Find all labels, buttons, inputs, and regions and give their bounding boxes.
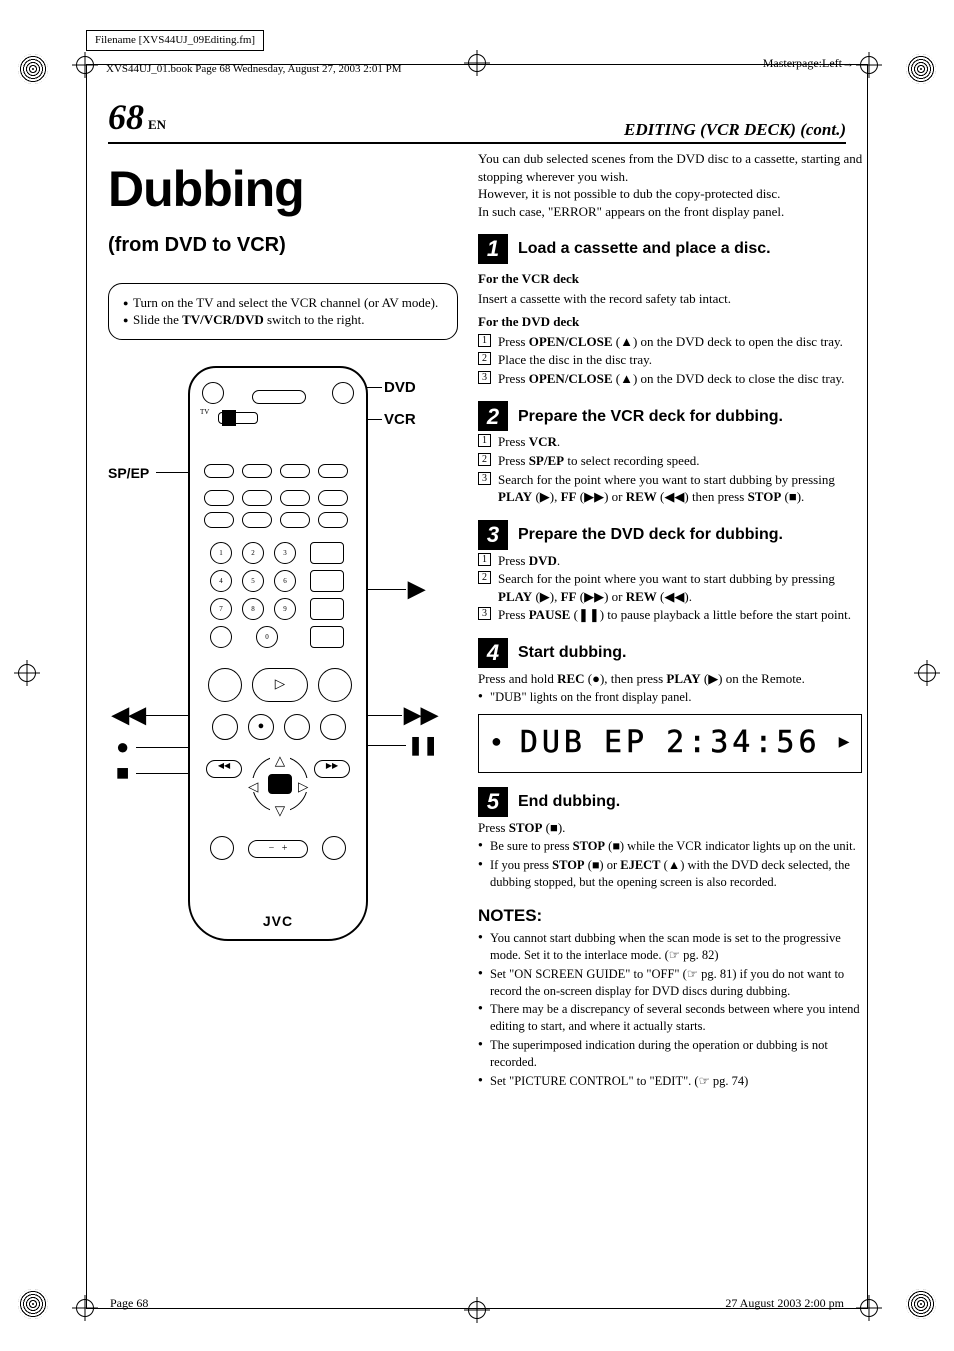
- footer-date: 27 August 2003 2:00 pm: [725, 1295, 844, 1311]
- remote-illustration: SP/EP ◀◀ ● ■ DVD VCR: [108, 366, 458, 966]
- display-seg: EP: [604, 723, 648, 764]
- reg-mark-tl: [18, 54, 48, 84]
- step-heading: 2 Prepare the VCR deck for dubbing.: [478, 401, 862, 431]
- lead-text: You can dub selected scenes from the DVD…: [478, 150, 862, 220]
- right-column: You can dub selected scenes from the DVD…: [478, 150, 862, 1090]
- callout-play: ▶: [408, 578, 425, 600]
- note-item: Set "PICTURE CONTROL" to "EDIT". (☞ pg. …: [478, 1073, 862, 1090]
- step-heading: 1 Load a cassette and place a disc.: [478, 234, 862, 264]
- crosshair-right: [914, 660, 940, 686]
- footer-page: Page 68: [110, 1295, 148, 1311]
- callout-vcr: VCR: [384, 410, 416, 430]
- callout-spep: SP/EP: [108, 464, 149, 483]
- numbered-item: 2Place the disc in the disc tray.: [478, 351, 862, 369]
- note-item: You cannot start dubbing when the scan m…: [478, 930, 862, 964]
- display-play-icon: ▶: [839, 731, 850, 755]
- step-number: 2: [478, 401, 508, 431]
- crosshair-left: [14, 660, 40, 686]
- display-seg: 2:34:56: [666, 723, 820, 764]
- bullet-item: If you press STOP (■) or EJECT (▲) with …: [478, 857, 862, 891]
- bullet-item: Be sure to press STOP (■) while the VCR …: [478, 838, 862, 855]
- step-title: Prepare the VCR deck for dubbing.: [518, 406, 783, 428]
- remote-body: TV: [188, 366, 368, 941]
- frame-line: [867, 64, 868, 1309]
- step-title: End dubbing.: [518, 791, 620, 813]
- front-display: ● DUB EP 2:34:56 ▶: [478, 714, 862, 773]
- numbered-list: 1Press DVD.2Search for the point where y…: [478, 552, 862, 624]
- crosshair-inner-tr: [856, 52, 882, 78]
- numbered-item: 2Press SP/EP to select recording speed.: [478, 452, 862, 470]
- instruction-text: Insert a cassette with the record safety…: [478, 290, 862, 308]
- step-title: Prepare the DVD deck for dubbing.: [518, 524, 783, 546]
- callout-pause: ❚❚: [408, 736, 438, 754]
- numbered-list: 1Press VCR.2Press SP/EP to select record…: [478, 433, 862, 505]
- page-area: 68EN EDITING (VCR DECK) (cont.) Dubbing …: [108, 118, 846, 1241]
- step-title: Load a cassette and place a disc.: [518, 238, 771, 260]
- lead-line: However, it is not possible to dub the c…: [478, 185, 862, 203]
- crosshair-inner-tl: [72, 52, 98, 78]
- notes-heading: NOTES:: [478, 905, 862, 928]
- book-meta: XVS44UJ_01.book Page 68 Wednesday, Augus…: [106, 62, 402, 77]
- step-heading: 5 End dubbing.: [478, 787, 862, 817]
- instruction-text: Press STOP (■).: [478, 819, 862, 837]
- left-column: Dubbing (from DVD to VCR) Turn on the TV…: [108, 150, 458, 1090]
- masterpage-label: Masterpage:Left→: [763, 55, 854, 71]
- reg-mark-tr: [906, 54, 936, 84]
- numbered-item: 1Press OPEN/CLOSE (▲) on the DVD deck to…: [478, 333, 862, 351]
- page-subtitle: (from DVD to VCR): [108, 232, 458, 259]
- intro-box: Turn on the TV and select the VCR channe…: [108, 283, 458, 340]
- footer: Page 68 27 August 2003 2:00 pm: [110, 1295, 844, 1311]
- header-rule: 68EN EDITING (VCR DECK) (cont.): [108, 118, 846, 144]
- page-title: Dubbing: [108, 156, 458, 224]
- callout-dvd: DVD: [384, 378, 416, 398]
- frame-line: [86, 64, 87, 1309]
- callout-ff: ▶▶: [404, 704, 438, 726]
- callout-rew: ◀◀: [112, 704, 146, 726]
- section-heading: EDITING (VCR DECK) (cont.): [624, 119, 846, 142]
- numbered-item: 3Press PAUSE (❚❚) to pause playback a li…: [478, 606, 862, 624]
- step-heading: 4 Start dubbing.: [478, 638, 862, 668]
- callout-rec: ●: [116, 736, 129, 758]
- numbered-item: 3Search for the point where you want to …: [478, 471, 862, 506]
- bullet-item: "DUB" lights on the front display panel.: [478, 689, 862, 706]
- lead-line: You can dub selected scenes from the DVD…: [478, 150, 862, 185]
- bullet-list: "DUB" lights on the front display panel.: [478, 689, 862, 706]
- sub-heading: For the VCR deck: [478, 270, 862, 288]
- lead-line: In such case, "ERROR" appears on the fro…: [478, 203, 862, 221]
- note-item: The superimposed indication during the o…: [478, 1037, 862, 1071]
- step-heading: 3 Prepare the DVD deck for dubbing.: [478, 520, 862, 550]
- step-number: 1: [478, 234, 508, 264]
- numbered-list: 1Press OPEN/CLOSE (▲) on the DVD deck to…: [478, 333, 862, 388]
- filename-tag: Filename [XVS44UJ_09Editing.fm]: [86, 30, 264, 51]
- step-number: 5: [478, 787, 508, 817]
- reg-mark-br: [906, 1289, 936, 1319]
- instruction-text: Press and hold REC (●), then press PLAY …: [478, 670, 862, 688]
- callout-stop: ■: [116, 762, 129, 784]
- numbered-item: 3Press OPEN/CLOSE (▲) on the DVD deck to…: [478, 370, 862, 388]
- numbered-item: 1Press DVD.: [478, 552, 862, 570]
- crosshair-top: [464, 50, 490, 76]
- notes-list: You cannot start dubbing when the scan m…: [478, 930, 862, 1090]
- intro-item: Turn on the TV and select the VCR channe…: [123, 294, 443, 312]
- step-number: 4: [478, 638, 508, 668]
- note-item: Set "ON SCREEN GUIDE" to "OFF" (☞ pg. 81…: [478, 966, 862, 1000]
- reg-mark-bl: [18, 1289, 48, 1319]
- step-title: Start dubbing.: [518, 642, 626, 664]
- display-rec-icon: ●: [491, 731, 502, 755]
- numbered-item: 2Search for the point where you want to …: [478, 570, 862, 605]
- display-seg: DUB: [520, 723, 586, 764]
- note-item: There may be a discrepancy of several se…: [478, 1001, 862, 1035]
- page-number: 68EN: [108, 93, 166, 142]
- remote-logo: JVC: [190, 912, 366, 931]
- bullet-list: Be sure to press STOP (■) while the VCR …: [478, 838, 862, 891]
- intro-item: Slide the TV/VCR/DVD switch to the right…: [123, 311, 443, 329]
- numbered-item: 1Press VCR.: [478, 433, 862, 451]
- sub-heading: For the DVD deck: [478, 313, 862, 331]
- step-number: 3: [478, 520, 508, 550]
